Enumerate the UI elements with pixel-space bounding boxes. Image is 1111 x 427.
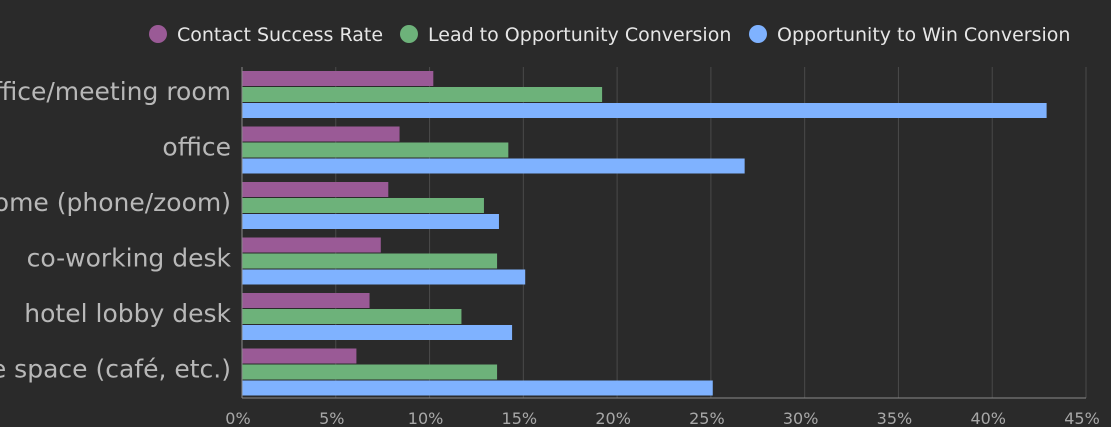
category-label: hotel lobby desk <box>24 299 231 328</box>
x-tick-label: 45% <box>1064 409 1100 427</box>
bar-lead-to-opportunity-conversion <box>242 198 484 213</box>
category-label: office <box>162 133 231 162</box>
category-label: home (phone/zoom) <box>0 188 231 217</box>
bar-opportunity-to-win-conversion <box>242 269 526 285</box>
bar-contact-success-rate <box>242 237 381 253</box>
x-tick-label: 25% <box>689 409 725 427</box>
bar-opportunity-to-win-conversion <box>242 158 745 174</box>
bar-opportunity-to-win-conversion <box>242 325 513 340</box>
bar-lead-to-opportunity-conversion <box>242 253 498 269</box>
bar-contact-success-rate <box>242 126 400 142</box>
bar-contact-success-rate <box>242 293 370 308</box>
bar-opportunity-to-win-conversion <box>242 214 499 229</box>
bar-opportunity-to-win-conversion <box>242 380 713 396</box>
category-label: co-working desk <box>27 244 232 273</box>
legend-label: Contact Success Rate <box>177 24 383 46</box>
x-tick-label: 15% <box>502 409 538 427</box>
x-tick-label: 10% <box>408 409 444 427</box>
x-tick-label: 20% <box>595 409 631 427</box>
legend-swatch <box>400 25 418 43</box>
legend-swatch <box>149 25 167 43</box>
x-tick-label: 40% <box>970 409 1006 427</box>
bar-lead-to-opportunity-conversion <box>242 87 603 102</box>
x-tick-label: 0% <box>225 409 250 427</box>
x-tick-label: 35% <box>877 409 913 427</box>
legend-label: Opportunity to Win Conversion <box>777 24 1070 46</box>
bar-lead-to-opportunity-conversion <box>242 309 462 324</box>
bar-lead-to-opportunity-conversion <box>242 364 498 380</box>
bar-contact-success-rate <box>242 348 357 364</box>
legend-swatch <box>749 25 767 43</box>
x-tick-label: 30% <box>783 409 819 427</box>
bar-lead-to-opportunity-conversion <box>242 142 509 158</box>
legend-label: Lead to Opportunity Conversion <box>428 24 731 46</box>
bar-opportunity-to-win-conversion <box>242 103 1047 118</box>
category-label: office/meeting room <box>0 77 231 106</box>
x-tick-label: 5% <box>319 409 344 427</box>
category-label: live space (café, etc.) <box>0 355 231 384</box>
bar-contact-success-rate <box>242 182 389 197</box>
bar-contact-success-rate <box>242 71 434 86</box>
